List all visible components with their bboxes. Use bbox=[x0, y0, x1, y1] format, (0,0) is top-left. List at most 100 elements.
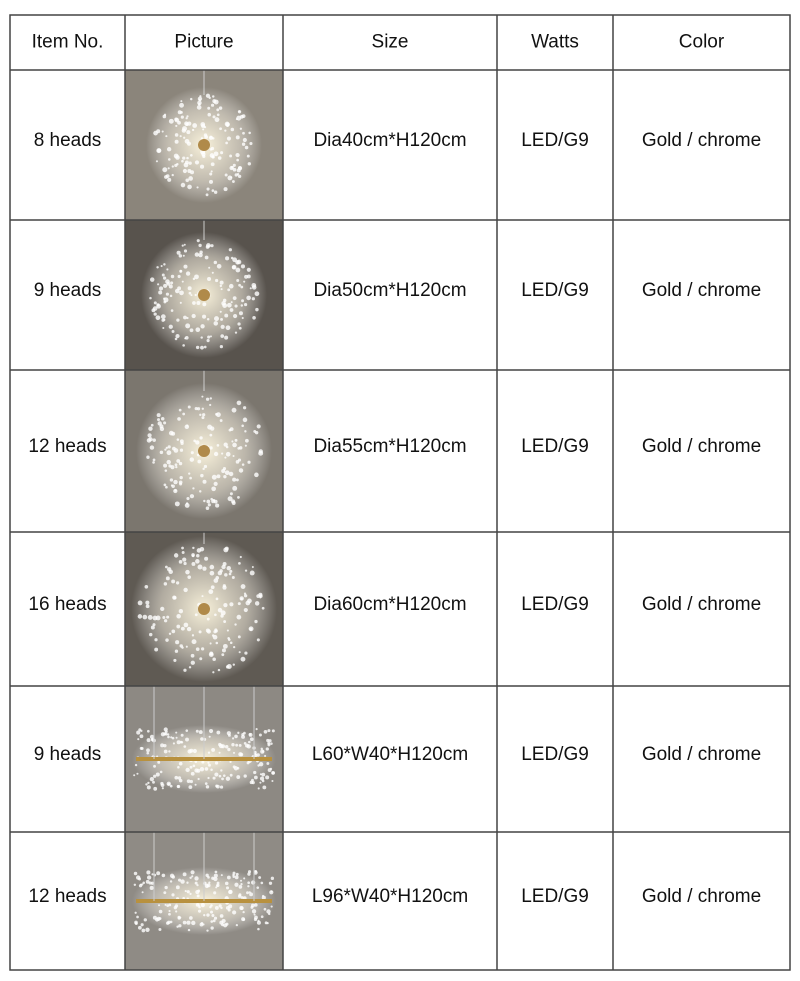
sparkle bbox=[200, 137, 204, 140]
sparkle bbox=[164, 903, 167, 906]
cell-text: 8 heads bbox=[34, 130, 102, 151]
sparkle bbox=[218, 751, 221, 754]
sparkle bbox=[166, 904, 170, 907]
sparkle bbox=[173, 658, 177, 662]
sparkle bbox=[194, 768, 199, 773]
sparkle bbox=[180, 115, 184, 119]
sparkle bbox=[229, 427, 234, 432]
sparkle bbox=[223, 923, 228, 928]
sparkle bbox=[160, 416, 165, 421]
sparkle bbox=[175, 736, 178, 739]
sparkle bbox=[248, 891, 251, 894]
sparkle bbox=[156, 413, 161, 418]
sparkle bbox=[226, 565, 231, 571]
cell-text: L96*W40*H120cm bbox=[312, 886, 468, 907]
sparkle bbox=[224, 335, 229, 340]
sparkle bbox=[175, 731, 178, 734]
sparkle bbox=[231, 576, 235, 579]
sparkle bbox=[246, 154, 250, 158]
sparkle bbox=[173, 448, 179, 453]
sparkle bbox=[208, 881, 211, 884]
sparkle bbox=[229, 569, 233, 573]
sparkle bbox=[177, 274, 181, 279]
sparkle bbox=[257, 787, 260, 790]
sparkle bbox=[214, 316, 219, 322]
hub bbox=[198, 445, 210, 457]
sparkle bbox=[241, 424, 244, 428]
sparkle bbox=[213, 151, 219, 157]
sparkle bbox=[260, 747, 263, 751]
sparkle bbox=[266, 909, 271, 914]
sparkle bbox=[211, 486, 216, 492]
sparkle bbox=[211, 914, 215, 918]
sparkle bbox=[213, 481, 218, 486]
sparkle bbox=[153, 301, 157, 305]
sparkle bbox=[149, 445, 155, 450]
sparkle bbox=[202, 128, 205, 131]
cell-text: L60*W40*H120cm bbox=[312, 744, 468, 765]
table-border bbox=[9, 14, 791, 971]
sparkle bbox=[137, 600, 143, 606]
sparkle bbox=[192, 487, 195, 490]
sparkle bbox=[174, 904, 179, 908]
sparkle bbox=[201, 123, 206, 129]
sparkle bbox=[246, 267, 251, 272]
sparkle bbox=[208, 763, 211, 767]
sparkle bbox=[181, 550, 185, 554]
cell-text: 16 heads bbox=[28, 594, 106, 615]
sparkle bbox=[190, 771, 195, 776]
sparkle bbox=[166, 459, 171, 465]
sparkle bbox=[146, 870, 151, 875]
sparkle bbox=[175, 581, 180, 585]
sparkle bbox=[252, 315, 256, 320]
sparkle bbox=[147, 781, 150, 785]
sparkle bbox=[225, 256, 230, 261]
sparkle bbox=[212, 95, 215, 98]
sparkle bbox=[190, 660, 195, 665]
sparkle bbox=[209, 403, 212, 407]
sparkle bbox=[177, 766, 180, 769]
sparkle bbox=[219, 127, 222, 131]
sparkle bbox=[225, 445, 229, 449]
sparkle bbox=[211, 271, 214, 274]
sparkle bbox=[213, 260, 218, 265]
sparkle bbox=[180, 733, 184, 737]
sparkle bbox=[269, 890, 274, 895]
sparkle bbox=[168, 118, 174, 124]
sparkle bbox=[224, 881, 229, 886]
sparkle bbox=[160, 264, 163, 268]
sparkle bbox=[259, 773, 262, 776]
sparkle bbox=[206, 883, 211, 888]
sparkle bbox=[188, 161, 192, 165]
sparkle bbox=[151, 873, 154, 876]
sparkle bbox=[174, 501, 180, 507]
sparkle bbox=[183, 587, 188, 593]
sparkle bbox=[209, 335, 212, 338]
sparkle bbox=[159, 450, 164, 455]
sparkle bbox=[245, 438, 249, 443]
sparkle bbox=[232, 163, 236, 167]
sparkle bbox=[213, 451, 219, 457]
sparkle bbox=[230, 256, 234, 260]
sparkle bbox=[192, 546, 195, 550]
sparkle bbox=[212, 657, 216, 662]
sparkle bbox=[182, 920, 187, 925]
sparkle bbox=[237, 602, 241, 606]
sparkle bbox=[177, 916, 181, 920]
sparkle bbox=[194, 274, 199, 280]
sparkle bbox=[271, 779, 274, 783]
sparkle bbox=[183, 264, 188, 269]
sparkle bbox=[240, 879, 243, 882]
sparkle bbox=[240, 656, 246, 662]
sparkle bbox=[270, 905, 273, 908]
sparkle bbox=[191, 553, 195, 557]
sparkle bbox=[197, 777, 200, 781]
sparkle bbox=[207, 424, 213, 430]
sparkle bbox=[134, 763, 138, 767]
sparkle bbox=[190, 653, 195, 658]
sparkle bbox=[184, 503, 190, 508]
sparkle bbox=[203, 913, 206, 917]
sparkle bbox=[171, 330, 175, 333]
sparkle bbox=[163, 749, 168, 754]
sparkle bbox=[183, 243, 186, 246]
